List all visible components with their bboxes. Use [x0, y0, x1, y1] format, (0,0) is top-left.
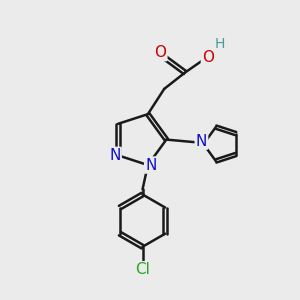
Text: H: H: [214, 37, 225, 51]
Text: Cl: Cl: [135, 262, 150, 277]
Text: N: N: [109, 148, 121, 163]
Text: N: N: [145, 158, 157, 172]
Text: O: O: [154, 45, 166, 60]
Text: O: O: [202, 50, 214, 65]
Text: N: N: [196, 134, 207, 148]
